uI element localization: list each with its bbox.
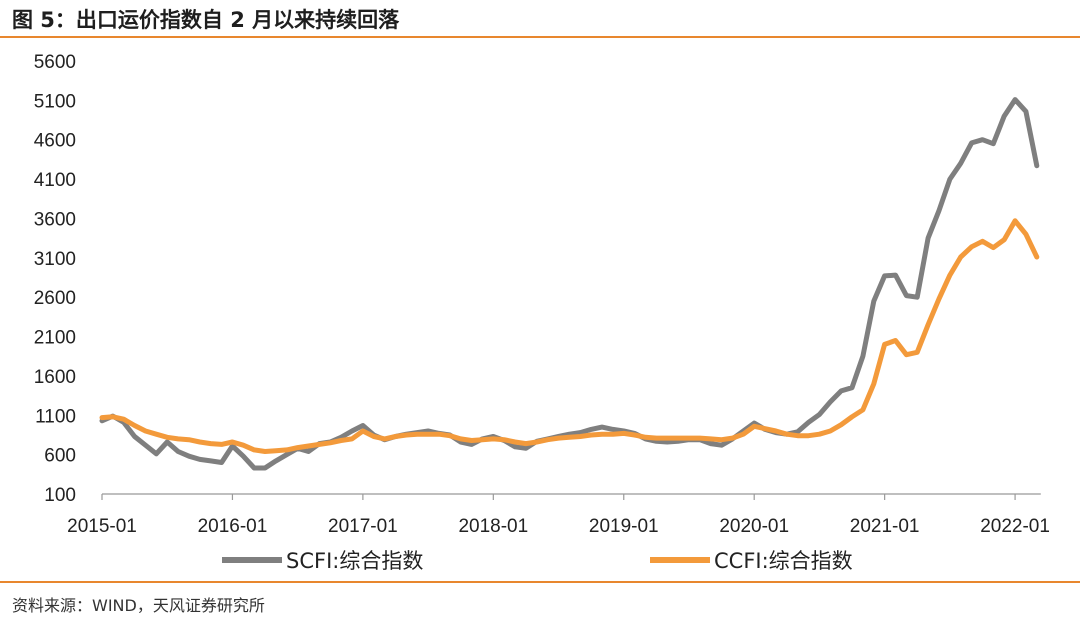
line-chart: 5600 5100 4600 4100 3600 3100 2600 2100 1600 1100…	[34, 52, 1050, 573]
x-tick-label: 2022-01	[980, 516, 1050, 537]
y-tick-label: 3100	[34, 249, 76, 270]
y-tick-label: 1600	[34, 367, 76, 388]
y-tick-label: 5600	[34, 52, 76, 73]
y-tick-label: 100	[44, 485, 76, 506]
x-axis: 2015-01 2016-01 2017-01 2018-01 2019-01 2020-…	[67, 493, 1050, 537]
x-tick-label: 2020-01	[719, 516, 789, 537]
series-line-scfi	[99, 97, 1040, 471]
x-tick-label: 2017-01	[328, 516, 398, 537]
footer-divider	[0, 581, 1080, 583]
x-tick-label: 2016-01	[198, 516, 268, 537]
legend: SCFI:综合指数 CCFI:综合指数	[222, 549, 853, 573]
y-tick-label: 5100	[34, 91, 76, 112]
y-tick-label: 3600	[34, 209, 76, 230]
source-note: 资料来源：WIND，天风证券研究所	[12, 596, 265, 615]
x-tick-label: 2018-01	[458, 516, 528, 537]
legend-label: CCFI:综合指数	[714, 549, 853, 573]
y-tick-label: 4100	[34, 170, 76, 191]
y-tick-label: 2100	[34, 328, 76, 349]
y-tick-label: 2600	[34, 288, 76, 309]
series-line-ccfi	[99, 218, 1040, 454]
x-tick-label: 2019-01	[589, 516, 659, 537]
y-tick-label: 1100	[35, 406, 76, 427]
y-axis-ticks: 5600 5100 4600 4100 3600 3100 2600 2100 1600 1100…	[34, 52, 76, 506]
series-lines	[99, 97, 1040, 471]
figure-title: 图 5：出口运价指数自 2 月以来持续回落	[12, 8, 400, 32]
y-tick-label: 600	[44, 446, 76, 467]
y-tick-label: 4600	[34, 131, 76, 152]
x-tick-label: 2021-01	[850, 516, 920, 537]
x-tick-label: 2015-01	[67, 516, 137, 537]
title-divider	[0, 36, 1080, 38]
legend-label: SCFI:综合指数	[286, 549, 423, 573]
